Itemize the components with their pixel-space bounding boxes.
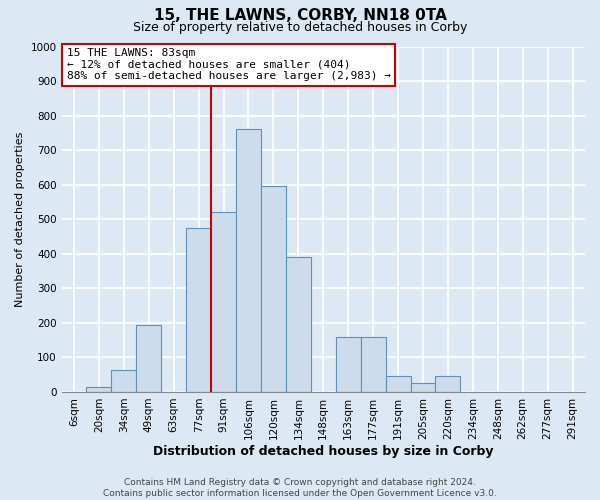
Bar xyxy=(86,387,112,392)
Bar xyxy=(386,376,410,392)
Bar xyxy=(186,228,211,392)
Bar xyxy=(112,370,136,392)
Bar xyxy=(361,336,386,392)
Text: Contains HM Land Registry data © Crown copyright and database right 2024.
Contai: Contains HM Land Registry data © Crown c… xyxy=(103,478,497,498)
Text: Size of property relative to detached houses in Corby: Size of property relative to detached ho… xyxy=(133,21,467,34)
Bar xyxy=(436,376,460,392)
X-axis label: Distribution of detached houses by size in Corby: Distribution of detached houses by size … xyxy=(153,444,494,458)
Bar xyxy=(261,186,286,392)
Text: 15 THE LAWNS: 83sqm
← 12% of detached houses are smaller (404)
88% of semi-detac: 15 THE LAWNS: 83sqm ← 12% of detached ho… xyxy=(67,48,391,82)
Y-axis label: Number of detached properties: Number of detached properties xyxy=(15,132,25,307)
Bar xyxy=(410,384,436,392)
Bar xyxy=(211,212,236,392)
Bar xyxy=(336,336,361,392)
Text: 15, THE LAWNS, CORBY, NN18 0TA: 15, THE LAWNS, CORBY, NN18 0TA xyxy=(154,8,446,22)
Bar xyxy=(236,130,261,392)
Bar xyxy=(286,257,311,392)
Bar xyxy=(136,324,161,392)
